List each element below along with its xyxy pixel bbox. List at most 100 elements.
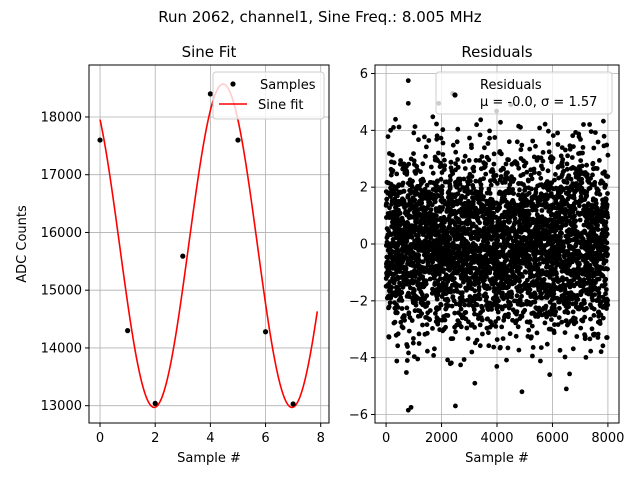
residual-point: [440, 127, 446, 133]
residual-point: [505, 170, 510, 176]
residual-point: [427, 276, 433, 282]
residual-point: [570, 259, 575, 265]
residual-point: [430, 114, 436, 120]
residual-point: [580, 318, 586, 324]
residual-point: [395, 331, 401, 337]
residual-point: [406, 161, 412, 167]
residual-point: [507, 331, 513, 337]
residual-point: [437, 276, 443, 282]
residual-point: [604, 202, 610, 208]
residual-point: [471, 164, 477, 170]
residual-point: [525, 277, 530, 283]
residual-point: [472, 325, 477, 330]
residual-point: [575, 187, 580, 192]
residual-point: [474, 122, 479, 128]
legend-residuals-stats: μ = -0.0, σ = 1.57: [480, 95, 597, 110]
residual-point: [559, 230, 564, 236]
residual-point: [570, 133, 576, 139]
residual-point: [449, 360, 454, 366]
residual-point: [476, 284, 482, 290]
residuals-ticks: 0 2000 4000 6000 8000 −6 −4 −2 0 2 4 6: [349, 67, 625, 446]
residual-point: [478, 117, 484, 123]
residual-point: [604, 231, 610, 237]
residual-point: [488, 182, 494, 188]
residual-point: [442, 163, 448, 169]
residual-point: [510, 187, 516, 192]
residual-point: [420, 161, 426, 167]
residual-point: [400, 325, 406, 331]
residual-point: [565, 196, 571, 202]
sample-point: [152, 400, 158, 406]
residual-point: [453, 149, 459, 155]
residual-point: [469, 190, 475, 196]
residual-point: [399, 290, 405, 296]
residual-point: [516, 347, 522, 353]
residual-point: [566, 173, 572, 179]
residual-point: [434, 136, 440, 142]
residual-point: [516, 165, 522, 171]
sine-fit-xlabel: Sample #: [177, 451, 241, 466]
residual-point: [514, 309, 520, 314]
residual-point: [562, 287, 568, 292]
residual-point: [508, 302, 513, 308]
residual-point: [592, 180, 598, 185]
residual-point: [486, 157, 492, 163]
residual-point: [512, 216, 518, 222]
residual-point: [435, 292, 441, 298]
residual-point: [483, 171, 489, 177]
residual-point: [419, 311, 425, 316]
sine-fit-ytick-label: 17000: [41, 168, 82, 183]
residual-point: [462, 153, 468, 159]
residual-point: [484, 274, 489, 280]
sine-fit-xtick-label: 0: [96, 431, 104, 446]
residual-point: [438, 242, 443, 248]
residual-point: [440, 152, 446, 157]
residual-point: [415, 356, 421, 362]
residual-point: [540, 150, 546, 155]
residual-point: [519, 314, 525, 319]
residual-point: [387, 300, 393, 306]
residuals-points: [383, 78, 611, 413]
residual-point: [487, 285, 492, 291]
residual-point: [604, 226, 610, 232]
residual-point: [537, 125, 542, 131]
residual-point: [500, 290, 505, 296]
residual-point: [568, 176, 574, 182]
residual-point: [554, 271, 559, 277]
residual-point: [528, 229, 534, 234]
residual-point: [498, 174, 504, 179]
residual-point: [450, 336, 456, 341]
sample-point: [180, 253, 186, 259]
residual-point: [546, 149, 552, 155]
residual-point: [461, 298, 467, 304]
residual-point: [478, 182, 484, 188]
residual-point: [572, 213, 577, 219]
residual-point: [493, 324, 499, 329]
legend-samples-marker: [230, 81, 236, 87]
residual-point: [410, 178, 415, 184]
residual-point: [563, 147, 568, 153]
residual-point: [511, 191, 516, 196]
residual-point: [506, 311, 511, 317]
residuals-legend-box: [435, 71, 613, 115]
residual-point: [588, 129, 594, 135]
residual-point: [411, 336, 416, 341]
residual-point: [455, 157, 460, 162]
residual-point: [479, 317, 485, 323]
residual-point: [469, 349, 475, 355]
residual-point: [596, 290, 602, 296]
residual-point: [490, 169, 496, 175]
residual-point: [445, 313, 451, 318]
residual-point: [560, 187, 566, 193]
residual-point: [501, 193, 507, 199]
residual-point: [603, 182, 608, 188]
residual-point: [489, 266, 494, 271]
residual-point: [494, 364, 500, 369]
residual-point: [502, 179, 508, 185]
residual-point: [416, 137, 421, 143]
residual-point: [571, 144, 576, 150]
residual-point: [450, 142, 456, 148]
residual-point: [595, 227, 601, 233]
residual-point: [504, 357, 509, 363]
residual-point: [526, 178, 531, 184]
